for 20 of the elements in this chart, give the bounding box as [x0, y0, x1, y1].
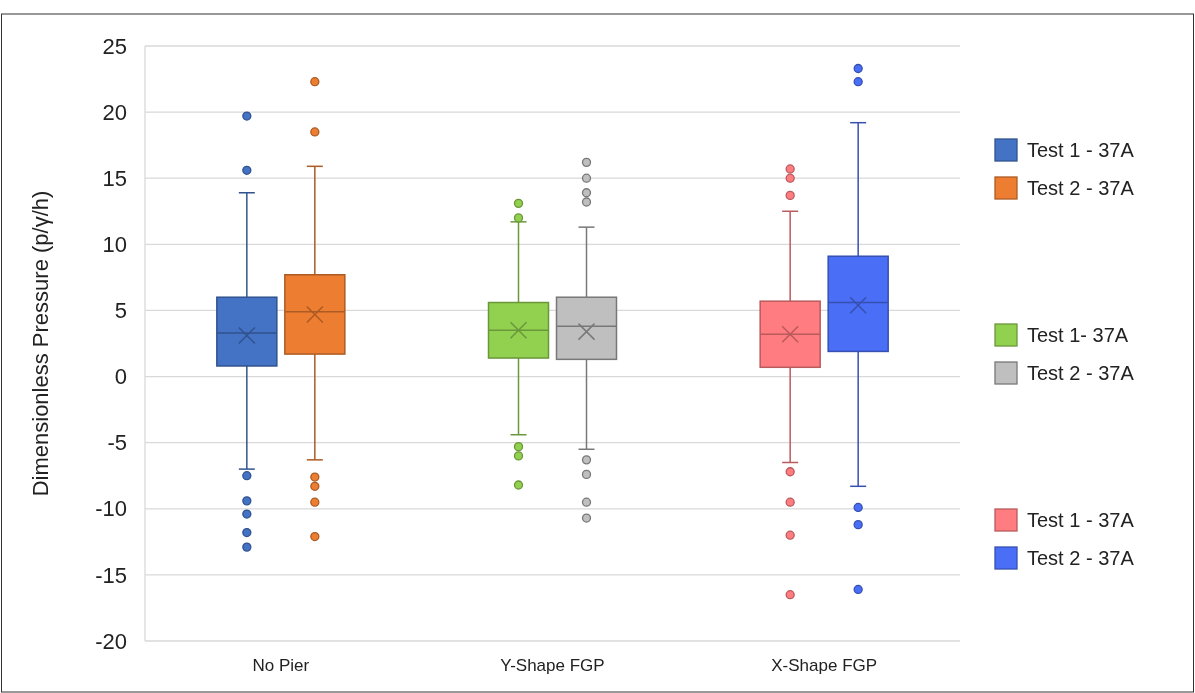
- legend-label: Test 1- 37A: [1027, 324, 1129, 346]
- legend-label: Test 1 - 37A: [1027, 509, 1135, 531]
- legend-label: Test 2 - 37A: [1027, 177, 1135, 199]
- y-tick-label: -15: [95, 562, 127, 588]
- y-tick-label: -20: [95, 628, 127, 654]
- y-tick-label: -10: [95, 496, 127, 522]
- y-tick-label: 20: [102, 99, 127, 125]
- x-tick-label: Y-Shape FGP: [500, 656, 605, 675]
- y-tick-label: 15: [102, 165, 127, 191]
- y-tick-label: 25: [102, 33, 127, 59]
- legend-label: Test 2 - 37A: [1027, 547, 1135, 569]
- y-tick-label: -5: [107, 430, 127, 456]
- y-axis-title: Dimensionless Pressure (p/γ/h): [28, 190, 53, 497]
- legend-label: Test 2 - 37A: [1027, 362, 1135, 384]
- y-tick-label: 0: [114, 364, 127, 390]
- x-tick-label: X-Shape FGP: [771, 656, 878, 675]
- legend-label: Test 1 - 37A: [1027, 139, 1135, 161]
- x-tick-label: No Pier: [252, 656, 310, 675]
- y-tick-label: 10: [102, 232, 127, 258]
- y-tick-label: 5: [114, 298, 127, 324]
